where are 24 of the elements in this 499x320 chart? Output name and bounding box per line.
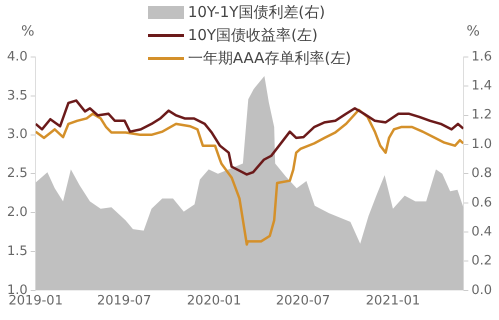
y-axis-title: % <box>21 24 34 40</box>
y-tick-label: 4.0 <box>6 49 28 64</box>
legend-label: 10Y国债收益率(左) <box>188 25 318 46</box>
y2-axis-title: % <box>466 24 480 40</box>
y2-tick-label: 0.2 <box>471 254 492 269</box>
y-tick-label: 3.5 <box>6 88 28 104</box>
y2-tick-label: 0.0 <box>471 282 492 298</box>
y2-tick-label: 0.8 <box>471 166 492 182</box>
y2-tick-label: 0.6 <box>471 195 492 210</box>
y2-tick-label: 1.6 <box>471 49 492 64</box>
y2-tick-label: 1.4 <box>471 78 492 94</box>
x-tick-label: 2019-07 <box>96 294 152 309</box>
y-tick-label: 3.0 <box>6 127 28 142</box>
y-tick-label: 2.5 <box>6 166 28 182</box>
x-tick-label: 2020-01 <box>186 294 242 309</box>
y2-tick-label: 0.4 <box>471 224 492 240</box>
y2-tick-label: 1.2 <box>471 108 492 123</box>
legend-label: 10Y-1Y国债利差(右) <box>188 2 326 23</box>
legend-label: 一年期AAA存单利率(左) <box>188 48 352 69</box>
y2-tick-label: 1.0 <box>471 136 492 152</box>
x-tick-label: 2020-07 <box>276 294 330 309</box>
y-tick-label: 1.5 <box>6 244 28 259</box>
y-tick-label: 2.0 <box>6 204 28 220</box>
x-tick-label: 2021-01 <box>366 294 420 309</box>
